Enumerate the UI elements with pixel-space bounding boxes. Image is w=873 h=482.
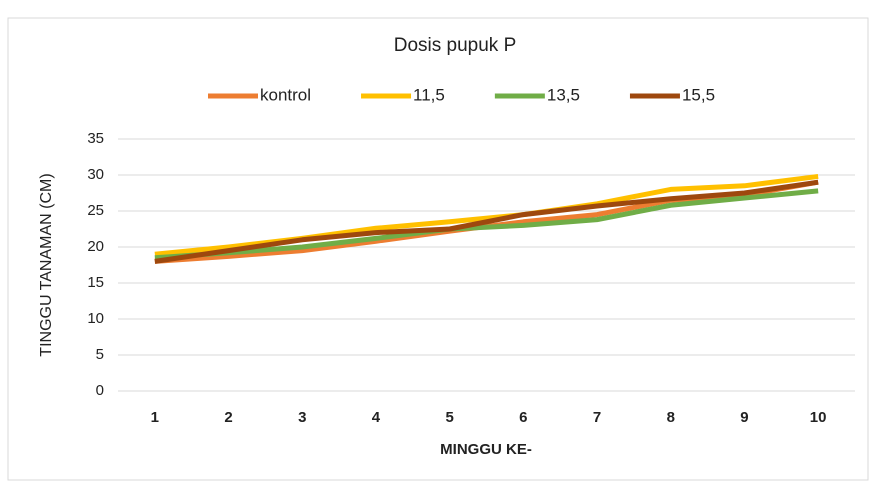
chart-title: Dosis pupuk P: [394, 35, 517, 56]
x-tick-label: 7: [593, 409, 601, 426]
legend-label: 15,5: [682, 85, 715, 104]
legend-label: kontrol: [260, 85, 311, 104]
x-tick-label: 2: [224, 409, 232, 426]
x-tick-label: 10: [810, 409, 827, 426]
y-axis-title: TINGGU TANAMAN (CM): [38, 173, 55, 356]
y-tick-label: 10: [87, 310, 104, 327]
y-tick-label: 0: [96, 382, 104, 399]
y-tick-label: 35: [87, 130, 104, 147]
x-axis-title: MINGGU KE-: [440, 441, 532, 458]
y-tick-label: 30: [87, 166, 104, 183]
legend-label: 11,5: [413, 85, 445, 104]
y-tick-label: 15: [87, 274, 104, 291]
y-tick-label: 25: [87, 202, 104, 219]
chart-frame: [7, 17, 869, 481]
x-tick-label: 5: [445, 409, 453, 426]
x-tick-label: 6: [519, 409, 527, 426]
y-tick-label: 20: [87, 238, 104, 255]
x-tick-label: 8: [667, 409, 675, 426]
y-tick-label: 5: [96, 346, 104, 363]
series-line: [154, 188, 819, 261]
x-tick-label: 1: [151, 409, 159, 426]
legend-label: 13,5: [547, 85, 580, 104]
x-tick-label: 4: [372, 409, 381, 426]
x-tick-label: 9: [740, 409, 748, 426]
x-tick-label: 3: [298, 409, 306, 426]
series-line: [154, 179, 819, 264]
